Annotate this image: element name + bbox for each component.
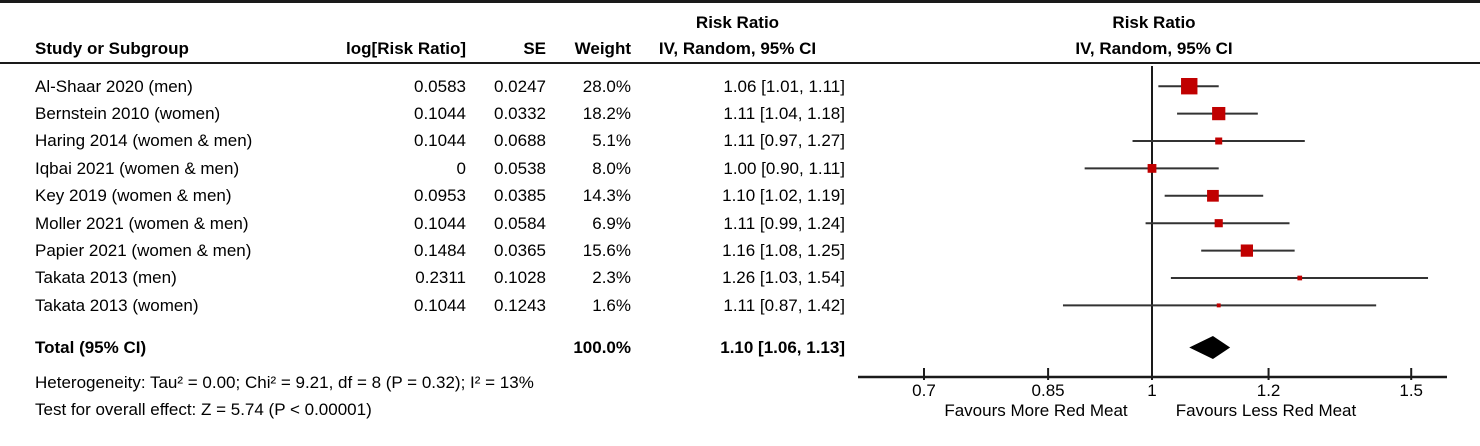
effect-marker [1297,275,1303,281]
study-weight: 1.6% [592,295,631,315]
effect-marker [1240,244,1254,257]
study-log-rr: 0.1044 [414,103,466,123]
study-name: Takata 2013 (men) [35,268,177,288]
total-ci-text: 1.10 [1.06, 1.13] [720,338,845,357]
axis-tick-label: 0.7 [912,381,936,400]
study-se: 0.0538 [494,158,546,178]
study-se: 0.1028 [494,268,546,288]
study-weight: 2.3% [592,268,631,288]
study-log-rr: 0.1044 [414,295,466,315]
study-se: 0.0385 [494,186,546,206]
study-name: Key 2019 (women & men) [35,186,232,206]
plot-header-risk-ratio: Risk Ratio [1112,13,1196,32]
study-log-rr: 0 [456,158,466,178]
plot-header-ci-model: IV, Random, 95% CI [1075,39,1233,58]
effect-marker [1214,219,1223,228]
study-log-rr: 0.1044 [414,213,466,233]
study-name: Papier 2021 (women & men) [35,240,252,260]
column-header-se: SE [523,39,546,58]
axis-tick-label: 1 [1147,381,1156,400]
overall-effect-text: Test for overall effect: Z = 5.74 (P < 0… [35,400,372,419]
study-ci-text: 1.11 [0.87, 1.42] [723,295,845,315]
study-weight: 5.1% [592,131,631,151]
effect-marker [1216,303,1221,308]
axis-tick-label: 0.85 [1032,381,1065,400]
study-log-rr: 0.1484 [414,240,466,260]
study-row: Bernstein 2010 (women) 0.1044 0.0332 18.2% 1… [0,100,860,127]
total-weight: 100.0% [573,338,631,357]
column-header-weight: Weight [574,39,631,58]
favours-right-label: Favours Less Red Meat [1176,401,1357,420]
study-name: Bernstein 2010 (women) [35,103,221,123]
axis-tick-label: 1.5 [1399,381,1423,400]
study-log-rr: 0.2311 [415,268,466,288]
study-ci-text: 1.11 [0.97, 1.27] [723,131,845,151]
study-ci-text: 1.10 [1.02, 1.19] [722,186,845,206]
study-weight: 15.6% [582,240,631,260]
study-row: Al-Shaar 2020 (men) 0.0583 0.0247 28.0% 1.06… [0,73,860,100]
study-name: Takata 2013 (women) [35,295,199,315]
column-header-study: Study or Subgroup [35,39,189,58]
study-row: Moller 2021 (women & men) 0.1044 0.0584 6.9… [0,210,860,237]
heterogeneity-text: Heterogeneity: Tau² = 0.00; Chi² = 9.21,… [35,373,534,392]
effect-marker [1207,189,1219,202]
study-ci-text: 1.11 [1.04, 1.18] [723,103,845,123]
study-row: Haring 2014 (women & men) 0.1044 0.0688 5.1… [0,127,860,154]
study-se: 0.0247 [494,76,546,96]
total-row: Total (95% CI) 100.0% 1.10 [1.06, 1.13] [0,334,860,361]
study-name: Al-Shaar 2020 (men) [35,76,193,96]
column-header-risk-ratio: Risk Ratio [695,13,780,32]
column-header-log-rr: log[Risk Ratio] [346,39,466,58]
effect-marker [1212,106,1226,121]
study-se: 0.0365 [494,240,546,260]
axis-tick-label: 1.2 [1257,381,1281,400]
study-name: Haring 2014 (women & men) [35,131,253,151]
study-weight: 14.3% [582,186,631,206]
study-row: Takata 2013 (men) 0.2311 0.1028 2.3% 1.26 [1… [0,264,860,291]
top-rule [0,0,1480,3]
study-ci-text: 1.11 [0.99, 1.24] [723,213,845,233]
study-se: 0.1243 [494,295,546,315]
column-header-ci-model: IV, Random, 95% CI [658,39,817,58]
study-ci-text: 1.00 [0.90, 1.11] [723,158,845,178]
effect-marker [1147,164,1157,173]
header-rule [0,62,1480,64]
study-weight: 8.0% [592,158,631,178]
study-se: 0.0332 [494,103,546,123]
study-weight: 28.0% [582,76,631,96]
study-weight: 6.9% [592,213,631,233]
effect-marker [1215,137,1223,145]
study-row: Takata 2013 (women) 0.1044 0.1243 1.6% 1.11 … [0,292,860,319]
study-name: Iqbai 2021 (women & men) [35,158,240,178]
study-ci-text: 1.06 [1.01, 1.11] [723,76,845,96]
favours-left-label: Favours More Red Meat [944,401,1128,420]
study-log-rr: 0.0953 [414,186,466,206]
study-weight: 18.2% [582,103,631,123]
study-row: Iqbai 2021 (women & men) 0 0.0538 8.0% 1.00 … [0,155,860,182]
study-log-rr: 0.0583 [414,76,466,96]
summary-diamond [1189,336,1231,359]
study-ci-text: 1.16 [1.08, 1.25] [722,240,845,260]
study-row: Papier 2021 (women & men) 0.1484 0.0365 15.… [0,237,860,264]
study-ci-text: 1.26 [1.03, 1.54] [722,268,845,288]
study-se: 0.0688 [494,131,546,151]
study-se: 0.0584 [494,213,546,233]
study-name: Moller 2021 (women & men) [35,213,249,233]
study-log-rr: 0.1044 [414,131,466,151]
effect-marker [1181,77,1198,95]
study-row: Key 2019 (women & men) 0.0953 0.0385 14.3% 1… [0,182,860,209]
total-label: Total (95% CI) [35,338,147,357]
